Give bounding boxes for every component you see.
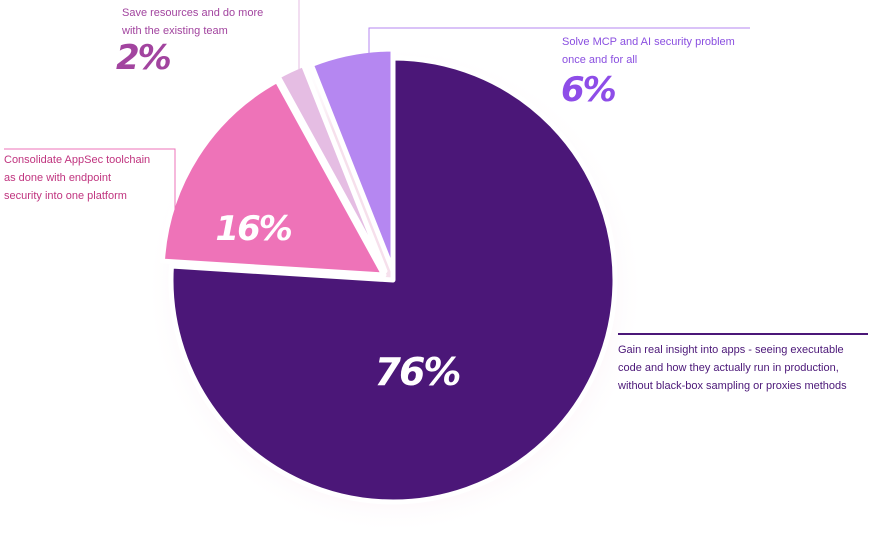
slice-percent-insight: 76% bbox=[375, 350, 460, 394]
pie-slice-mcp-ai bbox=[308, 46, 396, 274]
leader-line-consolidate bbox=[4, 148, 176, 222]
leader-line-mcp-ai bbox=[368, 27, 750, 56]
pie-slice-save-resources bbox=[275, 62, 388, 274]
slice-label-mcp-ai: Solve MCP and AI security problem once a… bbox=[562, 36, 735, 66]
slice-label-insight: Gain real insight into apps - seeing exe… bbox=[618, 344, 847, 392]
slice-percent-mcp-ai: 6% bbox=[561, 70, 617, 110]
pie-slice-consolidate bbox=[159, 77, 387, 278]
slice-label-consolidate: Consolidate AppSec toolchain as done wit… bbox=[4, 154, 151, 202]
slice-percent-save-resources: 2% bbox=[116, 38, 172, 78]
slice-percent-consolidate: 16% bbox=[215, 209, 291, 249]
pie-slice-insight bbox=[168, 55, 618, 505]
slice-label-save-resources: Save resources and do more with the exis… bbox=[122, 7, 264, 37]
